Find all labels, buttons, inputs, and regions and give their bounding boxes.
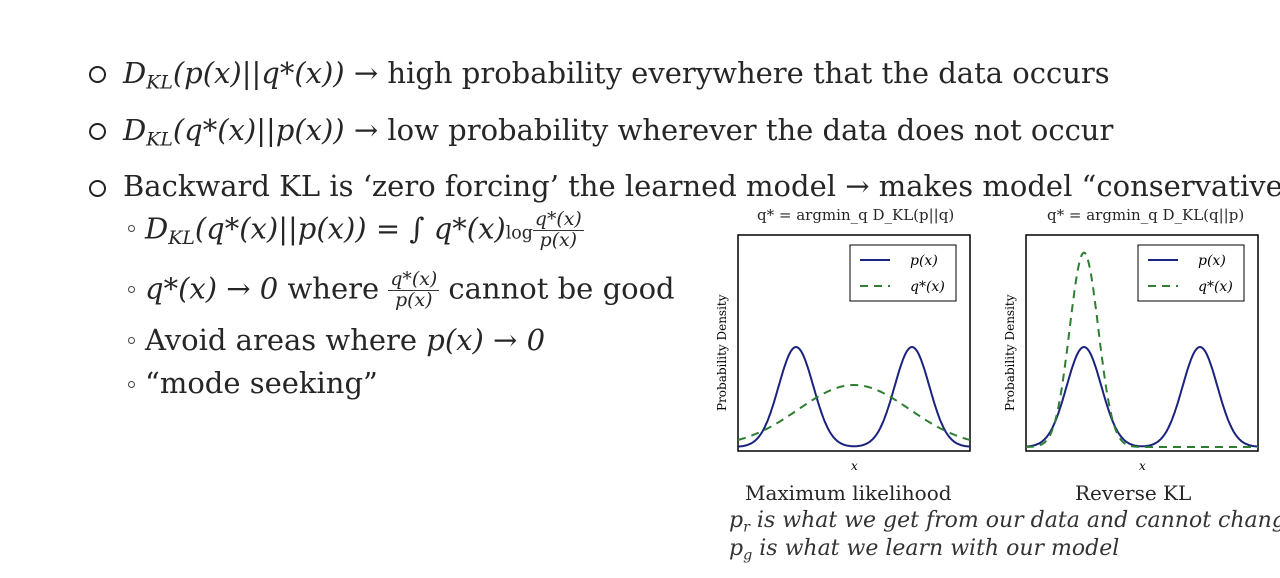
- subbullet-marker: [128, 286, 135, 293]
- fraction-numerator: q*(x): [388, 269, 440, 291]
- zero-expr: q*(x) → 0: [145, 271, 279, 306]
- plot-title-forward: q* = argmin_q D_KL(p||q): [757, 206, 955, 224]
- avoid-text: Avoid areas where: [145, 323, 427, 357]
- note-var: p: [729, 508, 744, 533]
- plot-title-reverse: q* = argmin_q D_KL(q||p): [1047, 206, 1245, 224]
- bullet-text: low probability wherever the data does n…: [387, 113, 1114, 147]
- legend-box: [849, 244, 957, 302]
- bullet-marker: [89, 66, 106, 83]
- bullet-forward-kl: DKL(p(x)||q*(x)) → high probability ever…: [123, 55, 1110, 102]
- kl-symbol: D: [145, 211, 169, 246]
- subbullet-zero: q*(x) → 0 where q*(x) p(x) cannot be good: [145, 270, 675, 311]
- note-text: is what we get from our data and cannot …: [749, 508, 1280, 533]
- figure-kl-comparison: Probability Density x p(x) q*(x) Probabi…: [715, 234, 1259, 473]
- where-text: where: [278, 271, 389, 306]
- note-text: is what we learn with our model: [752, 536, 1120, 561]
- kl-symbol: D: [123, 56, 147, 90]
- bullet-marker: [89, 123, 106, 140]
- note-sub: r: [743, 519, 750, 536]
- integral-expr: = ∫ q*(x): [375, 211, 506, 246]
- caption-reverse-kl: Reverse KL: [1075, 481, 1192, 505]
- legend-label-q: q*(x): [910, 279, 945, 295]
- kl-args: (p(x)||q*(x)): [172, 56, 345, 90]
- bullet-backward-kl: Backward KL is ‘zero forcing’ the learne…: [123, 169, 1280, 203]
- fraction-numerator: q*(x): [532, 209, 584, 231]
- arrow: →: [353, 113, 379, 147]
- kl-args: (q*(x)||p(x)): [194, 211, 367, 246]
- plot-frame: [737, 234, 971, 452]
- x-axis-label: x: [1139, 459, 1146, 473]
- subbullet-formula: DKL(q*(x)||p(x)) = ∫ q*(x)log q*(x) p(x): [145, 210, 584, 257]
- series-q-forward: [737, 384, 971, 441]
- arrow: →: [353, 56, 379, 90]
- x-axis-label: x: [851, 459, 858, 473]
- kl-args: (q*(x)||p(x)): [172, 113, 345, 147]
- series-p-forward: [737, 345, 971, 448]
- note-pr: pr is what we get from our data and cann…: [729, 508, 1280, 535]
- plot-frame: [1025, 234, 1259, 452]
- note-pg: pg is what we learn with our model: [729, 536, 1119, 563]
- series-q-reverse: [1026, 251, 1258, 448]
- subbullet-marker: [128, 225, 135, 232]
- kl-subscript: KL: [146, 72, 173, 94]
- kl-subscript: KL: [146, 129, 173, 151]
- y-axis-label: Probability Density: [715, 294, 729, 411]
- fraction: q*(x) p(x): [532, 209, 584, 251]
- series-p-reverse: [1025, 345, 1259, 448]
- kl-subscript: KL: [168, 227, 195, 249]
- legend-box: [1137, 244, 1245, 302]
- note-sub: g: [743, 547, 753, 564]
- plot-forward: Probability Density x p(x) q*(x): [715, 234, 971, 473]
- fraction: q*(x) p(x): [388, 269, 440, 311]
- post-text: cannot be good: [439, 271, 675, 306]
- subbullet-avoid: Avoid areas where p(x) → 0: [145, 322, 545, 358]
- legend-label-p: p(x): [1198, 253, 1226, 269]
- log-label: log: [505, 223, 533, 244]
- y-axis-label: Probability Density: [1003, 294, 1017, 411]
- fraction-denominator: p(x): [395, 289, 433, 311]
- avoid-expr: p(x) → 0: [426, 323, 546, 357]
- subbullet-marker: [128, 337, 135, 344]
- bullet-marker: [89, 180, 106, 197]
- subbullet-mode: “mode seeking”: [145, 366, 378, 400]
- bullet-reverse-kl: DKL(q*(x)||p(x)) → low probability where…: [123, 112, 1113, 159]
- fraction-denominator: p(x): [539, 229, 578, 251]
- kl-symbol: D: [123, 113, 147, 147]
- note-var: p: [729, 536, 744, 561]
- bullet-text: high probability everywhere that the dat…: [387, 56, 1110, 90]
- legend-label-q: q*(x): [1198, 279, 1233, 295]
- caption-max-likelihood: Maximum likelihood: [745, 481, 952, 505]
- subbullet-marker: [128, 381, 135, 388]
- legend-label-p: p(x): [910, 253, 938, 269]
- plot-reverse: Probability Density x p(x) q*(x): [1003, 234, 1259, 473]
